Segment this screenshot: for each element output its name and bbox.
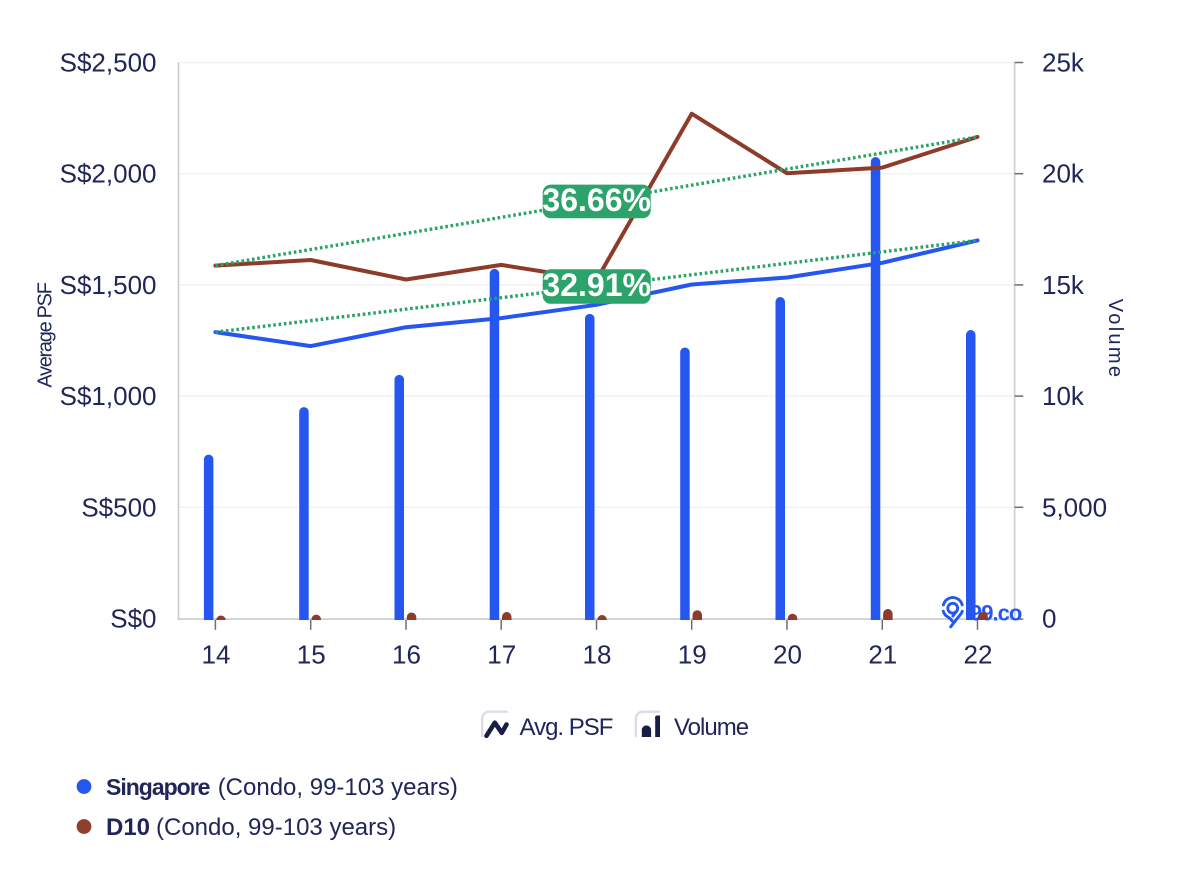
svg-text:20: 20 bbox=[773, 640, 802, 670]
svg-text:D10: D10 bbox=[106, 814, 150, 841]
svg-text:5,000: 5,000 bbox=[1042, 492, 1107, 522]
svg-text:Avg. PSF: Avg. PSF bbox=[520, 714, 613, 741]
svg-text:(Condo, 99-103 years): (Condo, 99-103 years) bbox=[218, 774, 458, 801]
svg-text:14: 14 bbox=[202, 640, 231, 670]
svg-text:S$1,500: S$1,500 bbox=[60, 270, 157, 300]
svg-text:S$1,000: S$1,000 bbox=[60, 381, 157, 411]
svg-text:0: 0 bbox=[1042, 604, 1056, 634]
svg-text:15: 15 bbox=[297, 640, 326, 670]
svg-text:S$0: S$0 bbox=[110, 604, 156, 634]
svg-text:20k: 20k bbox=[1042, 159, 1085, 189]
svg-text:22: 22 bbox=[964, 640, 993, 670]
svg-text:Average PSF: Average PSF bbox=[35, 282, 57, 387]
svg-text:25k: 25k bbox=[1042, 48, 1085, 78]
svg-text:17: 17 bbox=[487, 640, 516, 670]
svg-text:Volume: Volume bbox=[1104, 299, 1126, 380]
svg-text:S$2,000: S$2,000 bbox=[60, 159, 157, 189]
svg-text:(Condo, 99-103 years): (Condo, 99-103 years) bbox=[156, 814, 396, 841]
svg-text:16: 16 bbox=[392, 640, 421, 670]
svg-text:21: 21 bbox=[868, 640, 897, 670]
svg-text:10k: 10k bbox=[1042, 381, 1085, 411]
svg-text:15k: 15k bbox=[1042, 270, 1085, 300]
svg-text:Volume: Volume bbox=[674, 714, 749, 741]
svg-text:18: 18 bbox=[583, 640, 612, 670]
svg-text:32.91%: 32.91% bbox=[542, 267, 651, 303]
svg-text:99.co: 99.co bbox=[970, 601, 1022, 626]
svg-text:19: 19 bbox=[678, 640, 707, 670]
svg-text:S$500: S$500 bbox=[81, 492, 156, 522]
svg-text:Singapore: Singapore bbox=[106, 774, 210, 800]
svg-text:36.66%: 36.66% bbox=[542, 182, 651, 218]
svg-text:S$2,500: S$2,500 bbox=[60, 48, 157, 78]
